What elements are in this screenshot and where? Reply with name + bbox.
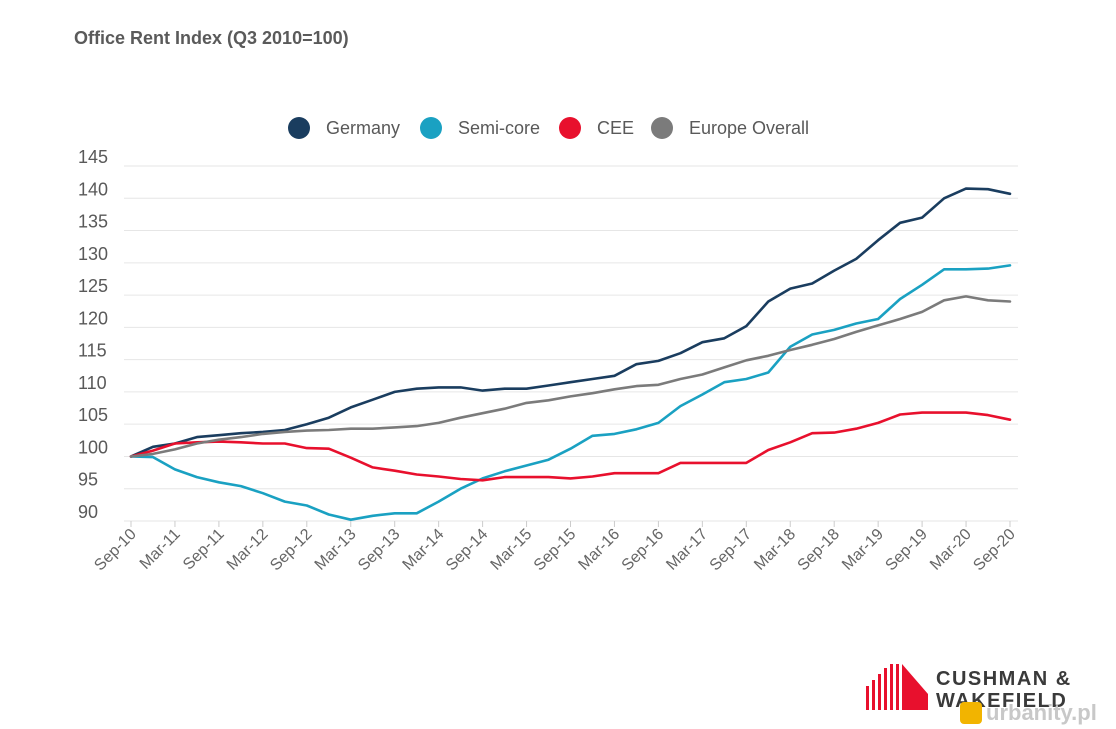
x-tick-label-Mar-17: Mar-17 — [663, 526, 711, 574]
watermark-text: urbanity.pl — [986, 700, 1097, 725]
x-tick-label-Mar-15: Mar-15 — [488, 526, 536, 574]
watermark-icon — [960, 702, 982, 724]
x-tick-label-Sep-11: Sep-11 — [180, 526, 228, 574]
logo-mark-icon — [866, 664, 928, 710]
legend-label-semi-core: Semi-core — [458, 118, 540, 138]
x-tick-label-Sep-19: Sep-19 — [882, 526, 931, 575]
series-line-europe-overall — [129, 295, 1012, 458]
y-axis-ticks: 90 95 100 105 110 115 120 125 130 135 140 145 — [78, 147, 108, 522]
legend-label-germany: Germany — [326, 118, 400, 138]
x-tick-label-Sep-13: Sep-13 — [355, 526, 404, 575]
x-tick-label-Sep-15: Sep-15 — [531, 526, 580, 575]
y-tick-label-105: 105 — [78, 405, 108, 425]
x-tick-label-Mar-13: Mar-13 — [312, 526, 360, 574]
y-tick-label-90: 90 — [78, 502, 98, 522]
y-tick-label-95: 95 — [78, 470, 98, 490]
legend: Germany Semi-core CEE Europe Overall — [288, 117, 809, 139]
x-tick-label-Sep-17: Sep-17 — [707, 526, 756, 575]
x-tick-label-Sep-14: Sep-14 — [443, 526, 492, 575]
x-axis-ticks: Sep-10Mar-11Sep-11Mar-12Sep-12Mar-13Sep-… — [91, 521, 1019, 574]
x-tick-label-Mar-11: Mar-11 — [137, 526, 184, 573]
chart-title: Office Rent Index (Q3 2010=100) — [74, 28, 349, 48]
brand-name-line1: CUSHMAN & — [936, 668, 1072, 690]
grid — [124, 165, 1018, 522]
y-tick-label-125: 125 — [78, 276, 108, 296]
x-tick-label-Sep-10: Sep-10 — [91, 526, 140, 575]
series-line-germany — [129, 187, 1012, 458]
x-tick-label-Mar-18: Mar-18 — [751, 526, 799, 574]
series-line-cee — [129, 411, 1012, 482]
legend-marker-semi-core — [420, 117, 442, 139]
x-tick-label-Sep-18: Sep-18 — [795, 526, 844, 575]
y-tick-label-135: 135 — [78, 212, 108, 232]
legend-label-cee: CEE — [597, 118, 634, 138]
y-tick-label-145: 145 — [78, 147, 108, 167]
x-tick-label-Sep-12: Sep-12 — [267, 526, 316, 575]
legend-marker-cee — [559, 117, 581, 139]
y-tick-label-140: 140 — [78, 179, 108, 199]
x-tick-label-Mar-20: Mar-20 — [927, 526, 975, 574]
x-tick-label-Mar-14: Mar-14 — [400, 526, 448, 574]
legend-marker-germany — [288, 117, 310, 139]
legend-label-europe-overall: Europe Overall — [689, 118, 809, 138]
y-tick-label-120: 120 — [78, 308, 108, 328]
x-tick-label-Mar-19: Mar-19 — [839, 526, 887, 574]
cushman-wakefield-logo: CUSHMAN & WAKEFIELD — [866, 662, 1096, 712]
x-tick-label-Sep-16: Sep-16 — [619, 526, 668, 575]
series-line-semi-core — [129, 264, 1012, 522]
y-tick-label-100: 100 — [78, 437, 108, 457]
x-tick-label-Sep-20: Sep-20 — [970, 526, 1019, 575]
y-tick-label-130: 130 — [78, 244, 108, 264]
x-tick-label-Mar-12: Mar-12 — [224, 526, 272, 574]
x-tick-label-Mar-16: Mar-16 — [575, 526, 623, 574]
y-tick-label-110: 110 — [78, 373, 107, 393]
y-tick-label-115: 115 — [78, 341, 107, 361]
legend-marker-europe-overall — [651, 117, 673, 139]
series-lines — [129, 187, 1012, 522]
watermark: urbanity.pl — [960, 700, 1097, 726]
